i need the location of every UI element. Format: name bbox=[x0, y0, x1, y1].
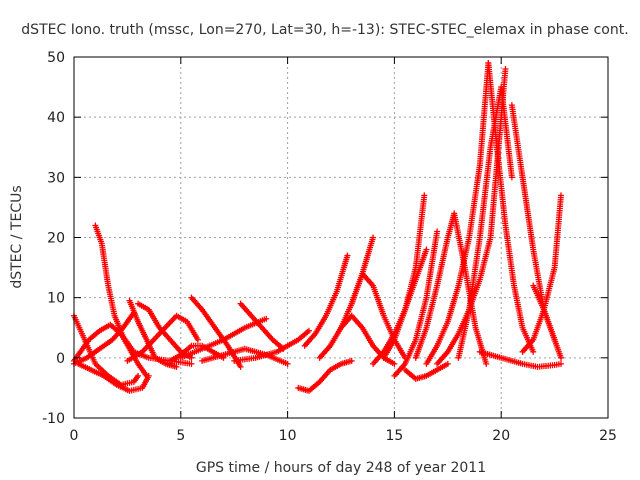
data-point bbox=[173, 363, 180, 370]
data-series bbox=[485, 60, 537, 355]
data-point bbox=[348, 357, 355, 364]
chart-title: dSTEC Iono. truth (mssc, Lon=270, Lat=30… bbox=[21, 22, 628, 38]
data-series bbox=[92, 222, 195, 367]
y-tick-label: 10 bbox=[47, 291, 65, 307]
data-point bbox=[188, 354, 195, 361]
data-series bbox=[476, 348, 565, 370]
data-series bbox=[412, 210, 490, 367]
data-point bbox=[135, 372, 142, 379]
ticks: 0 5 10 15 20 25 -10 0 10 20 30 40 50 bbox=[42, 50, 617, 444]
data-series bbox=[391, 228, 441, 379]
data-point bbox=[558, 360, 565, 367]
data-point bbox=[194, 336, 201, 343]
data-point bbox=[145, 372, 152, 379]
y-tick-label: 0 bbox=[56, 351, 65, 367]
x-tick-label: 20 bbox=[492, 428, 510, 444]
data-point bbox=[508, 174, 515, 181]
x-tick-label: 0 bbox=[70, 428, 79, 444]
data-point bbox=[423, 246, 430, 253]
data-point bbox=[344, 252, 351, 259]
data-series bbox=[295, 357, 355, 394]
data-series bbox=[402, 360, 451, 382]
data-point bbox=[483, 360, 490, 367]
data-point bbox=[421, 192, 428, 199]
data-series bbox=[530, 282, 565, 361]
data-series bbox=[423, 60, 492, 367]
data-point bbox=[444, 360, 451, 367]
data-point bbox=[305, 327, 312, 334]
x-tick-label: 25 bbox=[599, 428, 617, 444]
data-point bbox=[237, 363, 244, 370]
data-point bbox=[188, 360, 195, 367]
data-point bbox=[530, 348, 537, 355]
y-tick-label: 30 bbox=[47, 170, 65, 186]
x-tick-label: 5 bbox=[176, 428, 185, 444]
x-tick-label: 15 bbox=[385, 428, 403, 444]
data-point bbox=[502, 66, 509, 73]
data-point bbox=[263, 315, 270, 322]
y-tick-label: 20 bbox=[47, 231, 65, 247]
x-axis-label: GPS time / hours of day 248 of year 2011 bbox=[196, 460, 486, 476]
y-tick-label: 40 bbox=[47, 110, 65, 126]
data-series bbox=[177, 315, 270, 361]
data-series bbox=[231, 327, 312, 364]
data-point bbox=[370, 234, 377, 241]
data-point bbox=[558, 354, 565, 361]
x-tick-label: 10 bbox=[279, 428, 297, 444]
y-tick-label: 50 bbox=[47, 50, 65, 66]
data-point bbox=[434, 228, 441, 235]
data-series bbox=[75, 360, 152, 394]
data-series bbox=[71, 321, 150, 379]
data-point bbox=[558, 192, 565, 199]
data-point bbox=[391, 360, 398, 367]
data-points bbox=[71, 60, 565, 394]
data-series bbox=[301, 252, 351, 349]
data-series bbox=[380, 192, 428, 361]
y-axis-label: dSTEC / TECUs bbox=[9, 185, 25, 288]
data-series bbox=[237, 300, 287, 352]
data-series bbox=[126, 297, 180, 370]
data-series bbox=[71, 309, 137, 367]
data-series bbox=[124, 312, 201, 364]
data-point bbox=[284, 360, 291, 367]
y-tick-label: -10 bbox=[42, 411, 65, 427]
